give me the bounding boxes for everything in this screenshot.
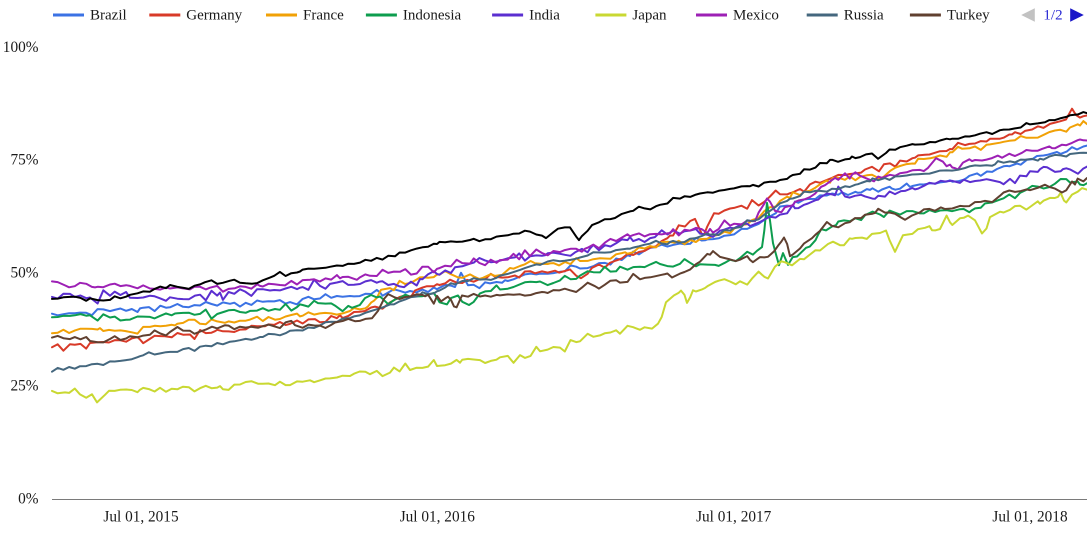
svg-text:Jul 01, 2015: Jul 01, 2015 (103, 509, 179, 526)
svg-text:75%: 75% (10, 152, 38, 169)
svg-text:Turkey: Turkey (947, 8, 990, 24)
svg-text:Jul 01, 2016: Jul 01, 2016 (400, 509, 476, 526)
svg-text:Jul 01, 2017: Jul 01, 2017 (696, 509, 772, 526)
svg-text:0%: 0% (18, 490, 39, 507)
svg-text:50%: 50% (10, 265, 38, 282)
svg-text:Japan: Japan (632, 8, 667, 24)
svg-text:25%: 25% (10, 377, 38, 394)
svg-text:100%: 100% (3, 39, 39, 56)
svg-text:India: India (529, 8, 560, 24)
svg-text:Germany: Germany (186, 8, 242, 24)
svg-text:1/2: 1/2 (1043, 8, 1062, 24)
svg-text:Mexico: Mexico (733, 8, 779, 24)
svg-text:France: France (303, 8, 344, 24)
svg-text:Russia: Russia (844, 8, 884, 24)
svg-text:Brazil: Brazil (90, 8, 127, 24)
svg-text:Indonesia: Indonesia (403, 8, 462, 24)
svg-text:Jul 01, 2018: Jul 01, 2018 (992, 509, 1068, 526)
